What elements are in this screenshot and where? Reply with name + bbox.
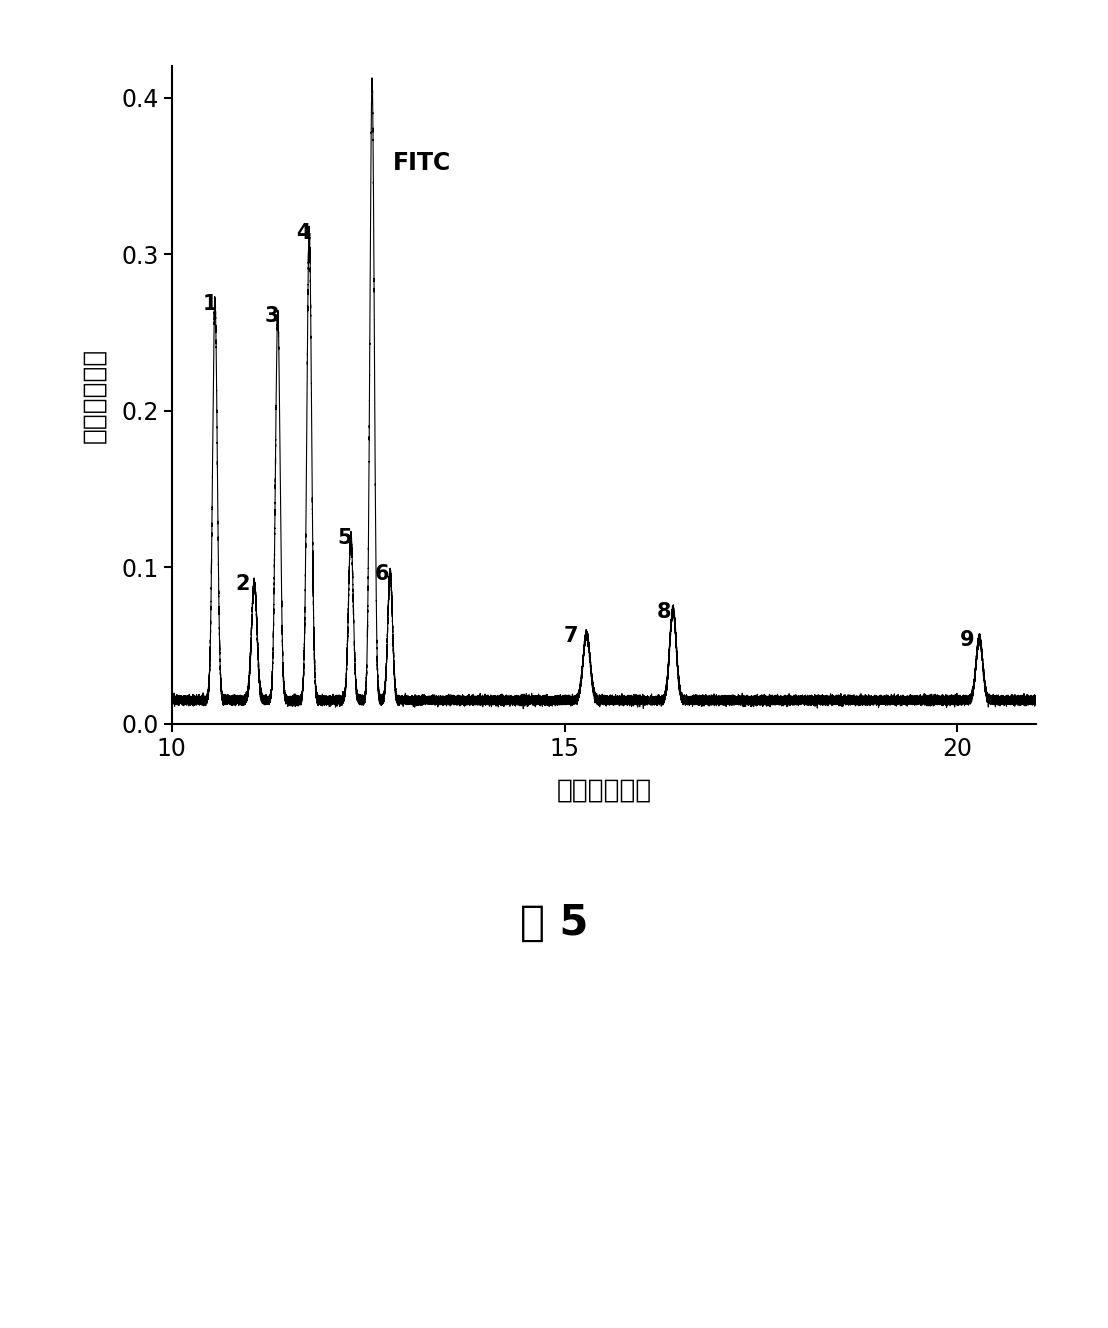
Y-axis label: 相对荧光强度: 相对荧光强度	[81, 348, 107, 442]
Text: 6: 6	[375, 564, 390, 584]
Text: 9: 9	[960, 631, 974, 651]
Text: 7: 7	[564, 625, 578, 645]
Text: FITC: FITC	[393, 151, 452, 175]
Text: 4: 4	[297, 223, 311, 243]
Text: 3: 3	[265, 307, 279, 327]
Text: 2: 2	[235, 574, 249, 594]
Text: 8: 8	[656, 602, 670, 622]
Text: 1: 1	[202, 293, 217, 313]
Text: 5: 5	[337, 529, 352, 548]
Text: 图 5: 图 5	[520, 902, 588, 944]
X-axis label: 时间（分钟）: 时间（分钟）	[556, 778, 652, 803]
